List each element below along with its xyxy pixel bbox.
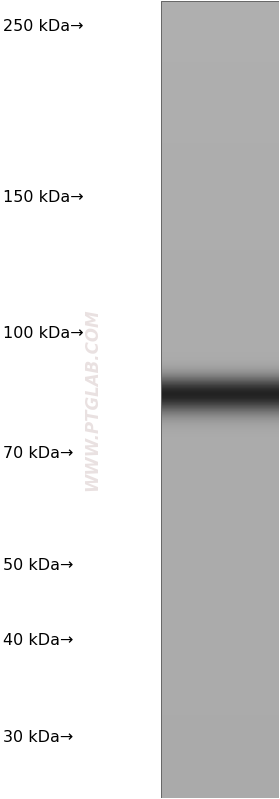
Text: 50 kDa→: 50 kDa→: [3, 559, 74, 574]
Text: 100 kDa→: 100 kDa→: [3, 326, 84, 341]
Bar: [161, 1, 279, 798]
Text: 70 kDa→: 70 kDa→: [3, 446, 74, 461]
Text: 30 kDa→: 30 kDa→: [3, 729, 74, 745]
Text: 250 kDa→: 250 kDa→: [3, 19, 84, 34]
Text: 40 kDa→: 40 kDa→: [3, 634, 74, 648]
Text: 150 kDa→: 150 kDa→: [3, 190, 84, 205]
Text: WWW.PTGLAB.COM: WWW.PTGLAB.COM: [84, 308, 102, 491]
